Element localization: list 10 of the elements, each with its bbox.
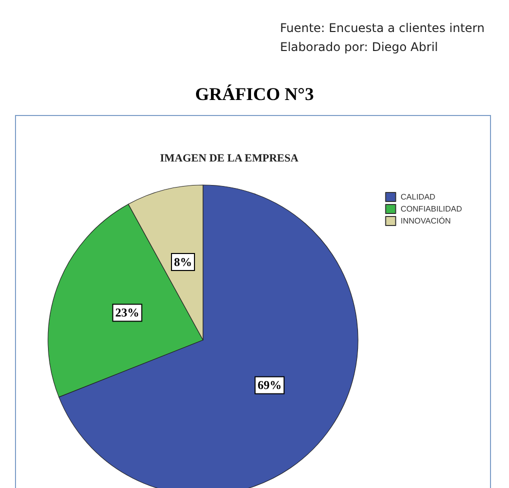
data-label: 69%: [258, 378, 282, 392]
legend-label: INNOVACIÓN: [400, 216, 451, 226]
data-label: 8%: [174, 255, 192, 270]
data-label: 23%: [115, 306, 140, 320]
chart-subtitle: IMAGEN DE LA EMPRESA: [160, 152, 298, 164]
legend-label: CONFIABILIDAD: [400, 204, 462, 214]
legend-label: CALIDAD: [400, 192, 436, 202]
source-note: Fuente: Encuesta a clientes intern: [280, 21, 485, 35]
chart-title: GRÁFICO N°3: [195, 84, 314, 104]
text: Elaborado por: Diego Abril: [280, 40, 438, 54]
